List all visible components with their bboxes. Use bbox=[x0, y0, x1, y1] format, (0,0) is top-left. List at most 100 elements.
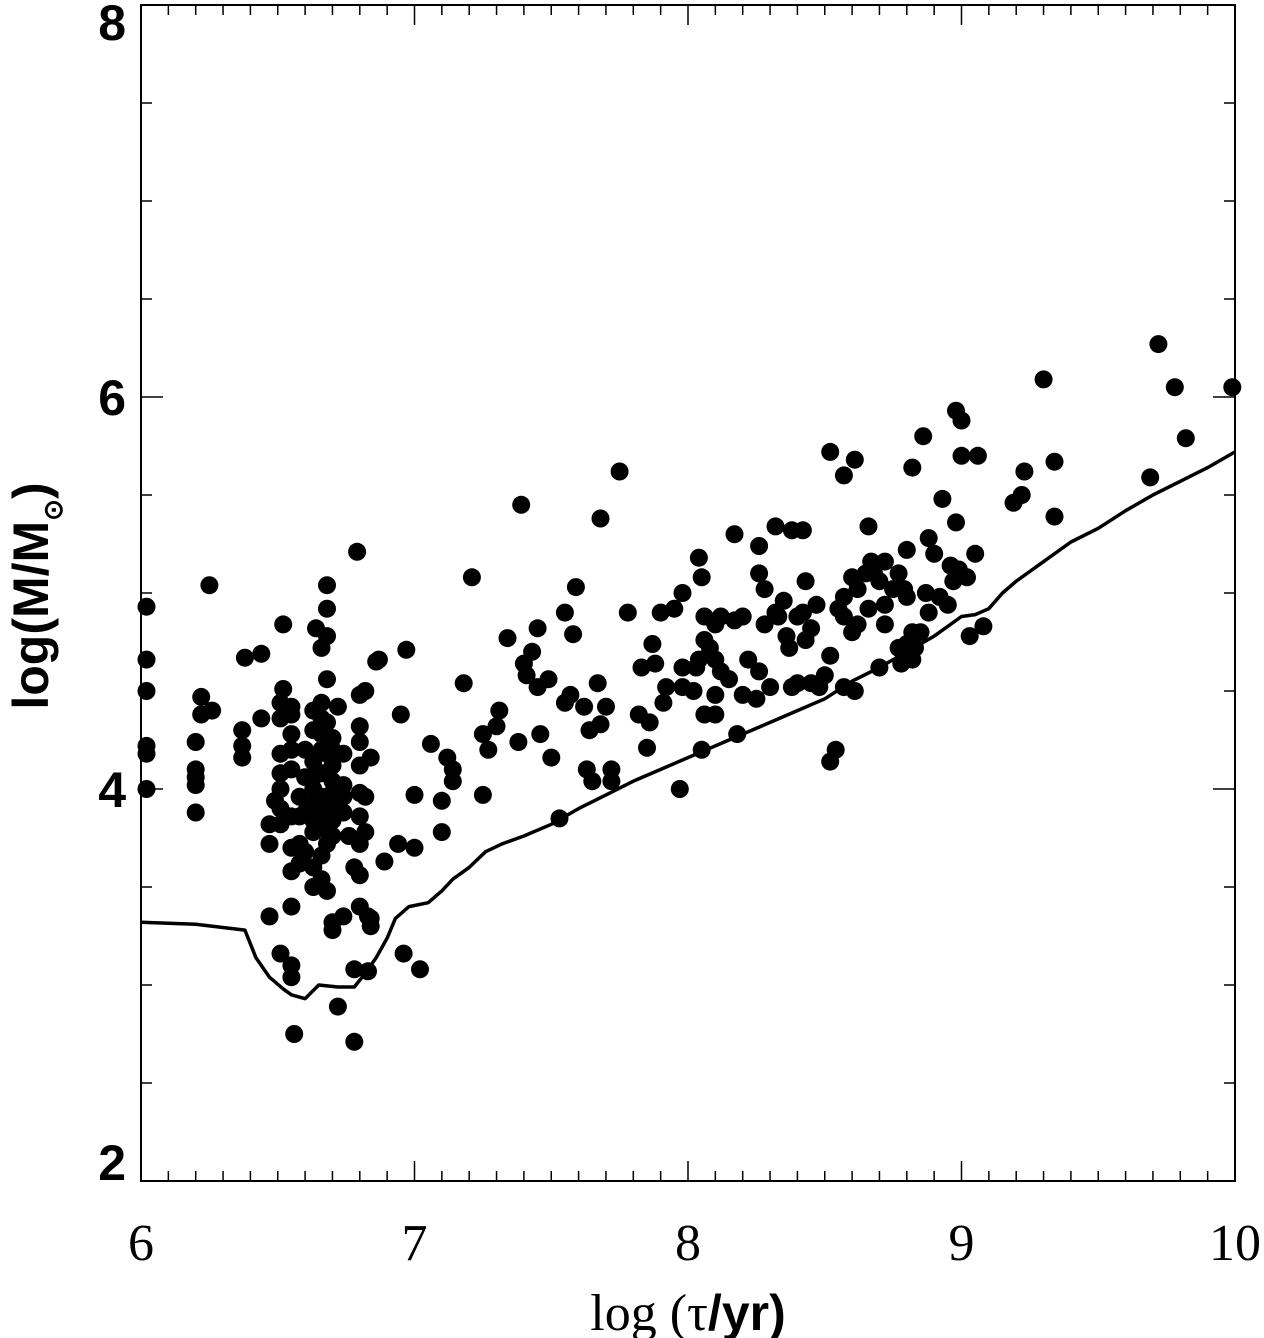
data-point bbox=[203, 701, 222, 720]
data-point bbox=[903, 458, 922, 477]
data-point bbox=[186, 733, 205, 751]
y-tick-labels: 2 4 6 8 bbox=[98, 0, 126, 1191]
data-point bbox=[597, 697, 615, 716]
data-point bbox=[725, 525, 744, 544]
data-point bbox=[845, 682, 864, 700]
data-point bbox=[966, 544, 985, 563]
data-point bbox=[192, 687, 211, 706]
data-point bbox=[821, 646, 840, 665]
data-point bbox=[720, 670, 738, 689]
data-point bbox=[780, 638, 799, 657]
data-point bbox=[588, 674, 607, 693]
data-point bbox=[274, 680, 293, 698]
data-point bbox=[689, 650, 708, 669]
data-point bbox=[889, 564, 908, 583]
data-point bbox=[348, 542, 367, 561]
data-point bbox=[186, 760, 205, 779]
data-point bbox=[952, 446, 971, 465]
data-point bbox=[1223, 378, 1242, 397]
data-point bbox=[875, 595, 894, 614]
data-point bbox=[807, 595, 826, 614]
data-point bbox=[906, 638, 924, 657]
data-point bbox=[443, 760, 462, 779]
data-point bbox=[328, 997, 347, 1016]
data-points bbox=[137, 335, 1242, 1051]
data-point bbox=[960, 627, 979, 646]
data-point bbox=[938, 595, 957, 614]
x-tick-label: 6 bbox=[128, 1215, 154, 1272]
data-point bbox=[788, 674, 807, 693]
data-point bbox=[870, 572, 889, 591]
data-point bbox=[566, 578, 585, 597]
data-point bbox=[356, 787, 375, 806]
data-point bbox=[591, 509, 610, 528]
data-point bbox=[974, 617, 993, 636]
data-point bbox=[654, 693, 673, 712]
data-point bbox=[137, 650, 156, 669]
data-point bbox=[200, 576, 219, 595]
data-point bbox=[555, 603, 574, 622]
data-point bbox=[1012, 486, 1031, 504]
data-point bbox=[711, 607, 730, 626]
threshold-line bbox=[140, 450, 1236, 1001]
y-axis-label-close: ) bbox=[3, 482, 59, 499]
y-axis-label-sub: ⊙ bbox=[38, 499, 68, 521]
data-point bbox=[334, 803, 353, 822]
data-point bbox=[137, 736, 156, 755]
data-point bbox=[1149, 335, 1168, 354]
x-tick-label: 10 bbox=[1209, 1215, 1261, 1272]
data-point bbox=[186, 803, 205, 822]
data-point bbox=[1165, 378, 1184, 397]
data-point bbox=[137, 780, 156, 798]
data-point bbox=[542, 748, 561, 767]
data-point bbox=[897, 587, 916, 606]
data-point bbox=[397, 640, 416, 659]
data-point bbox=[845, 450, 864, 469]
y-tick-label: 8 bbox=[98, 0, 126, 51]
data-point bbox=[282, 760, 301, 779]
data-point bbox=[323, 756, 342, 775]
data-point bbox=[356, 823, 375, 842]
data-point bbox=[793, 603, 812, 622]
data-point bbox=[282, 697, 301, 716]
data-point bbox=[1034, 370, 1053, 389]
data-point bbox=[359, 962, 377, 981]
data-point bbox=[550, 809, 569, 828]
data-point bbox=[296, 842, 315, 861]
data-point bbox=[875, 552, 894, 571]
data-point bbox=[271, 944, 290, 963]
data-point bbox=[318, 881, 336, 900]
data-point bbox=[350, 807, 369, 826]
data-point bbox=[859, 599, 878, 618]
x-tick-label: 8 bbox=[675, 1215, 701, 1272]
data-point bbox=[389, 834, 408, 853]
data-point bbox=[405, 785, 424, 804]
data-point bbox=[793, 521, 812, 540]
data-point bbox=[487, 717, 506, 736]
data-point bbox=[914, 427, 933, 446]
data-point bbox=[755, 580, 774, 599]
data-point bbox=[919, 529, 938, 548]
data-point bbox=[462, 568, 481, 587]
data-point bbox=[523, 642, 542, 661]
data-point bbox=[282, 740, 301, 759]
data-point bbox=[834, 607, 853, 626]
data-point bbox=[769, 607, 788, 626]
data-point bbox=[318, 713, 336, 732]
data-point bbox=[274, 615, 293, 634]
data-point bbox=[323, 729, 342, 747]
data-point bbox=[750, 564, 769, 583]
data-point bbox=[602, 760, 621, 779]
data-point bbox=[137, 682, 156, 700]
data-point bbox=[334, 744, 353, 763]
data-point bbox=[733, 685, 752, 704]
data-point bbox=[271, 780, 290, 798]
minor-ticks bbox=[141, 5, 1235, 1181]
data-point bbox=[665, 599, 684, 618]
data-point bbox=[848, 615, 867, 634]
data-point bbox=[761, 678, 780, 697]
data-point bbox=[328, 697, 347, 716]
x-tick-label: 7 bbox=[402, 1215, 428, 1272]
data-point bbox=[334, 907, 353, 926]
data-point bbox=[610, 462, 629, 481]
